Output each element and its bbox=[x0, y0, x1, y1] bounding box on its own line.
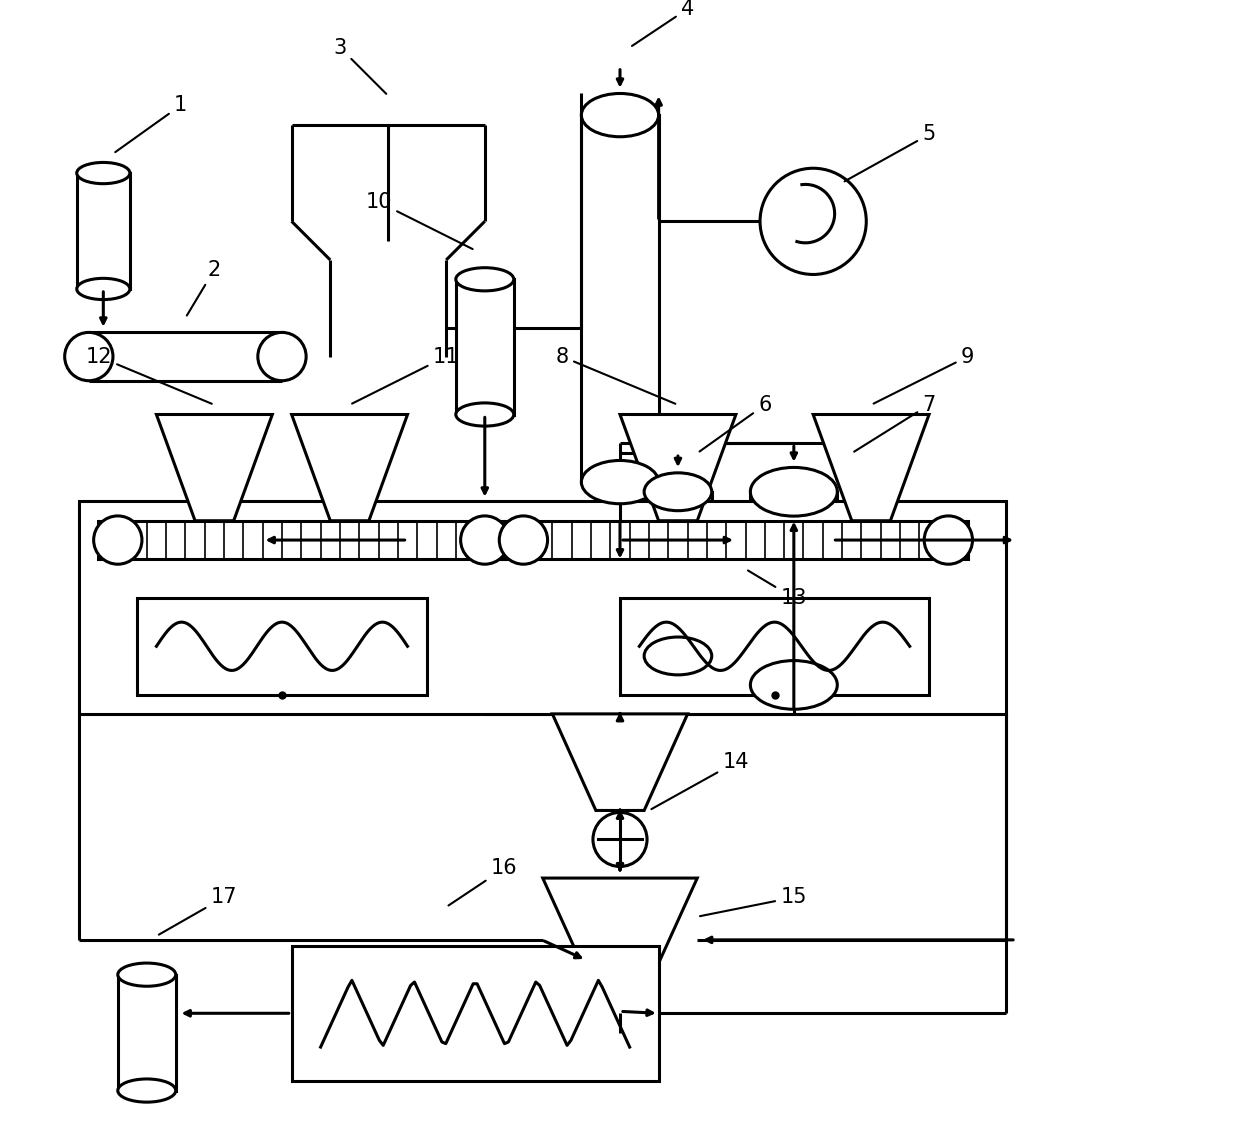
Text: 4: 4 bbox=[632, 0, 694, 46]
Bar bbox=[640, 443, 852, 714]
Bar bbox=[77, 173, 130, 289]
Bar bbox=[505, 521, 967, 559]
Ellipse shape bbox=[118, 964, 176, 986]
Circle shape bbox=[460, 515, 508, 565]
Ellipse shape bbox=[582, 94, 658, 137]
Bar bbox=[644, 491, 712, 656]
Ellipse shape bbox=[582, 461, 658, 504]
Circle shape bbox=[924, 515, 972, 565]
Polygon shape bbox=[156, 415, 273, 521]
Circle shape bbox=[500, 515, 548, 565]
Text: 10: 10 bbox=[366, 192, 472, 249]
Text: 3: 3 bbox=[334, 38, 386, 94]
Text: 2: 2 bbox=[187, 259, 221, 315]
Ellipse shape bbox=[456, 403, 513, 426]
Circle shape bbox=[64, 333, 113, 381]
Ellipse shape bbox=[750, 661, 837, 710]
Text: 8: 8 bbox=[556, 346, 676, 403]
Text: 11: 11 bbox=[352, 346, 459, 403]
Text: 15: 15 bbox=[701, 887, 807, 917]
Polygon shape bbox=[620, 415, 735, 521]
Text: 12: 12 bbox=[86, 346, 212, 403]
Bar bbox=[98, 521, 505, 559]
Text: 9: 9 bbox=[874, 346, 975, 403]
Ellipse shape bbox=[118, 1079, 176, 1102]
Bar bbox=[118, 975, 176, 1090]
Bar bbox=[620, 598, 929, 695]
Ellipse shape bbox=[644, 637, 712, 674]
Ellipse shape bbox=[456, 267, 513, 290]
Text: 7: 7 bbox=[854, 394, 936, 451]
Polygon shape bbox=[291, 415, 408, 521]
Bar bbox=[456, 279, 513, 415]
Ellipse shape bbox=[77, 162, 130, 184]
Ellipse shape bbox=[77, 279, 130, 299]
Circle shape bbox=[94, 515, 141, 565]
Text: 14: 14 bbox=[651, 752, 749, 809]
Text: 13: 13 bbox=[748, 570, 807, 608]
Bar bbox=[291, 945, 658, 1081]
Bar bbox=[750, 491, 837, 685]
Circle shape bbox=[258, 333, 306, 381]
Text: 5: 5 bbox=[844, 125, 936, 182]
Polygon shape bbox=[552, 714, 688, 810]
Bar bbox=[582, 115, 658, 482]
Ellipse shape bbox=[644, 473, 712, 511]
Text: 1: 1 bbox=[115, 96, 187, 152]
Polygon shape bbox=[813, 415, 929, 521]
Circle shape bbox=[593, 813, 647, 866]
Circle shape bbox=[760, 168, 867, 274]
Text: 6: 6 bbox=[699, 394, 771, 451]
Text: 17: 17 bbox=[159, 887, 237, 935]
Polygon shape bbox=[543, 878, 697, 1032]
Bar bbox=[138, 598, 427, 695]
Bar bbox=[79, 502, 1007, 714]
Text: 16: 16 bbox=[449, 858, 517, 905]
Ellipse shape bbox=[750, 467, 837, 517]
